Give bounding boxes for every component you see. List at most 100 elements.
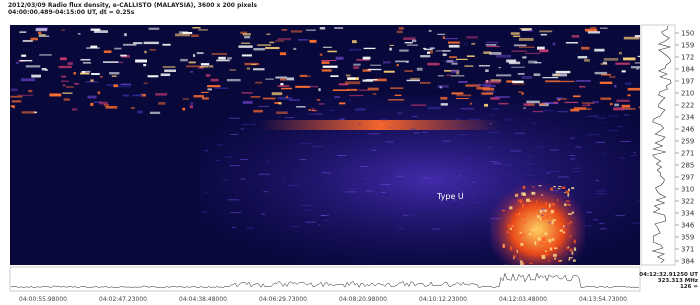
haze-speck [380, 119, 387, 120]
haze-speck [417, 164, 419, 165]
burst-speck [563, 231, 565, 233]
noise-speck [253, 110, 263, 113]
noise-speck [485, 69, 489, 72]
noise-speck [193, 54, 195, 57]
noise-speck [286, 77, 294, 80]
noise-speck [80, 59, 90, 61]
noise-speck [405, 42, 413, 43]
noise-speck [263, 98, 276, 100]
burst-speck [552, 245, 554, 248]
noise-speck [390, 87, 403, 88]
haze-speck [329, 110, 334, 111]
noise-speck [519, 47, 535, 48]
noise-speck [123, 95, 129, 97]
noise-speck [257, 44, 271, 45]
burst-speck [537, 215, 540, 218]
noise-speck [275, 40, 284, 41]
noise-speck [614, 85, 616, 88]
haze-speck [608, 130, 618, 131]
haze-speck [349, 188, 357, 189]
noise-speck [363, 57, 371, 60]
burst-speck [574, 247, 576, 251]
noise-speck [120, 55, 127, 57]
noise-speck [595, 72, 607, 74]
noise-speck [576, 80, 591, 82]
burst-speck [563, 225, 564, 227]
haze-speck [283, 178, 285, 179]
burst-speck [538, 237, 541, 240]
burst-speck [507, 232, 508, 233]
haze-speck [586, 116, 597, 117]
noise-speck [556, 71, 571, 73]
haze-speck [459, 125, 464, 126]
noise-speck [100, 76, 103, 78]
noise-speck [584, 59, 590, 61]
y-tick-label: 310 [681, 186, 694, 194]
noise-speck [412, 40, 416, 42]
noise-speck [346, 74, 351, 76]
noise-speck [74, 83, 78, 84]
haze-speck [457, 134, 467, 135]
burst-speck [568, 213, 572, 215]
burst-speck [543, 210, 547, 212]
haze-speck [460, 203, 465, 204]
burst-speck [542, 237, 546, 241]
burst-speck [545, 202, 547, 205]
haze-speck [205, 192, 207, 193]
haze-speck [456, 119, 462, 120]
noise-speck [117, 85, 131, 88]
noise-speck [467, 55, 475, 56]
y-tick-label: 322 [681, 198, 694, 206]
noise-speck [594, 49, 604, 52]
y-tick-label: 210 [681, 90, 694, 98]
noise-speck [191, 102, 194, 105]
burst-speck [550, 188, 553, 191]
noise-speck [463, 43, 467, 44]
x-tick-label: 04:08:20.98000 [339, 296, 387, 303]
noise-speck [556, 97, 562, 99]
haze-speck [305, 222, 316, 223]
noise-speck [242, 92, 253, 94]
noise-speck [476, 87, 489, 89]
noise-speck [293, 48, 296, 50]
noise-speck [278, 102, 281, 104]
noise-speck [485, 81, 501, 84]
noise-speck [588, 103, 590, 106]
haze-speck [526, 175, 533, 176]
burst-speck [539, 242, 542, 245]
haze-speck [542, 110, 554, 111]
burst-speck [517, 250, 518, 253]
haze-speck [285, 111, 288, 112]
noise-speck [39, 54, 52, 56]
noise-speck [269, 42, 274, 43]
burst-speck [520, 232, 522, 233]
noise-speck [545, 80, 560, 82]
annotation: Type U [436, 192, 464, 201]
haze-speck [562, 197, 568, 198]
noise-speck [410, 78, 420, 80]
y-tick-label: 384 [681, 258, 695, 266]
burst-speck [539, 185, 542, 186]
noise-speck [330, 75, 338, 77]
noise-speck [282, 29, 287, 30]
burst-speck [531, 192, 535, 195]
noise-speck [539, 49, 548, 52]
haze-speck [450, 154, 454, 155]
noise-speck [590, 27, 596, 28]
burst-speck [570, 236, 572, 238]
haze-speck [205, 150, 208, 151]
haze-speck [603, 156, 605, 157]
noise-speck [523, 107, 526, 108]
noise-speck [604, 58, 619, 61]
haze-speck [469, 197, 477, 198]
haze-speck [620, 141, 631, 142]
noise-speck [403, 37, 415, 40]
haze-speck [595, 142, 605, 143]
noise-speck [216, 60, 230, 62]
y-tick-label: 234 [681, 114, 695, 122]
noise-speck [333, 89, 349, 91]
haze-speck [618, 126, 623, 127]
noise-speck [62, 92, 72, 94]
noise-speck [572, 35, 579, 38]
noise-speck [191, 34, 199, 37]
